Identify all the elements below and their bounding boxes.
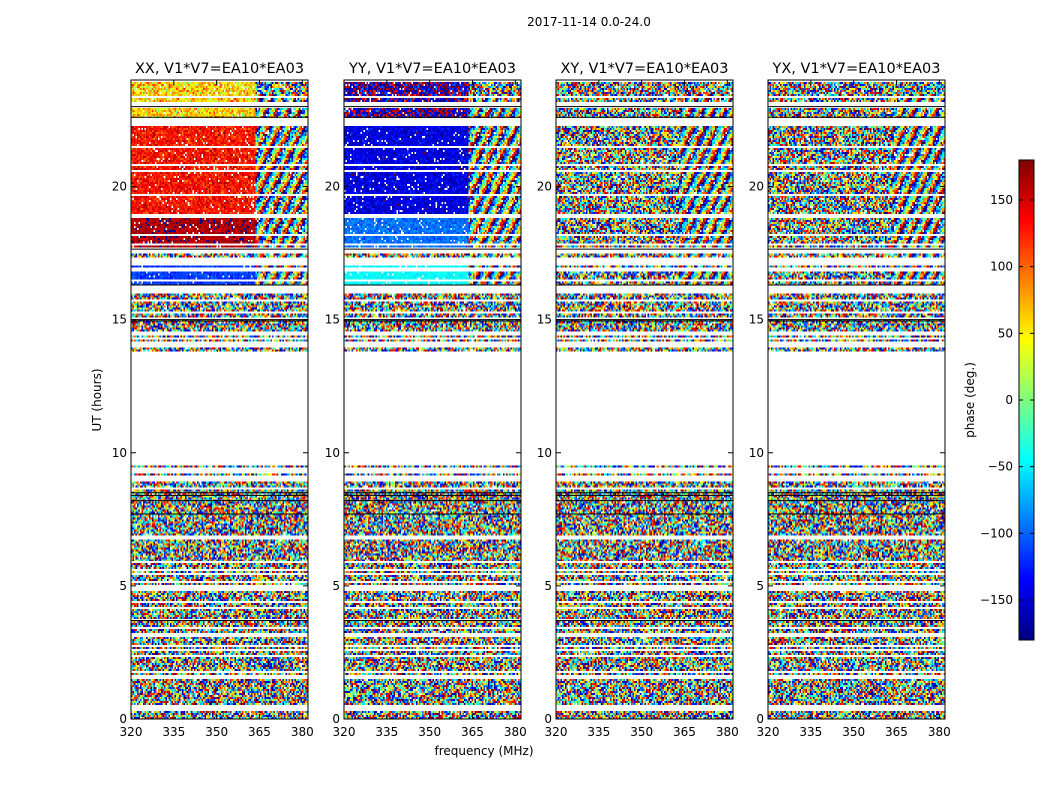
y-tick-label: 20	[537, 180, 552, 194]
y-tick-label: 10	[325, 446, 340, 460]
colorbar-tick-label: 50	[998, 326, 1013, 340]
x-tick-label: 365	[248, 725, 271, 739]
panel-3: XY, V1*V7=EA10*EA03 320 335 350 365 380 0 5 10 15…	[537, 61, 739, 739]
y-tick-label: 0	[544, 712, 552, 726]
panel-title: XY, V1*V7=EA10*EA03	[560, 61, 728, 77]
y-tick-label: 15	[537, 313, 552, 327]
panel-1: XX, V1*V7=EA10*EA03 320 335 350 365 380 0 5 10 15…	[112, 61, 314, 739]
y-tick-label: 15	[112, 313, 127, 327]
x-tick-label: 320	[545, 725, 568, 739]
y-tick-label: 0	[119, 712, 127, 726]
x-tick-label: 365	[885, 725, 908, 739]
x-tick-label: 320	[757, 725, 780, 739]
panel-title: XX, V1*V7=EA10*EA03	[135, 61, 304, 77]
y-tick-label: 20	[749, 180, 764, 194]
heatmap-image	[131, 80, 308, 719]
panel-frame	[343, 79, 522, 720]
y-tick-label: 10	[749, 446, 764, 460]
colorbar-tick-label: 0	[1005, 393, 1013, 407]
heatmap-image	[344, 80, 521, 719]
colorbar-tick-label: 150	[990, 193, 1013, 207]
x-tick-label: 365	[461, 725, 484, 739]
x-tick-label: 365	[673, 725, 696, 739]
y-axis-label: UT (hours)	[90, 368, 104, 431]
x-tick-label: 335	[587, 725, 610, 739]
y-tick-label: 5	[756, 579, 764, 593]
colorbar-tick-label: −50	[988, 460, 1013, 474]
x-tick-label: 380	[716, 725, 739, 739]
y-tick-label: 15	[749, 313, 764, 327]
x-tick-label: 335	[162, 725, 185, 739]
x-axis-label: frequency (MHz)	[434, 744, 533, 758]
x-tick-label: 350	[842, 725, 865, 739]
x-tick-label: 350	[630, 725, 653, 739]
panel-2: YY, V1*V7=EA10*EA03 320 335 350 365 380 0 5 10 15…	[325, 61, 527, 739]
x-tick-label: 380	[928, 725, 951, 739]
panel-title: YX, V1*V7=EA10*EA03	[771, 61, 940, 77]
figure-suptitle: 2017-11-14 0.0-24.0	[527, 15, 651, 29]
colorbar: 150 100 50 0 −50 −100 −150	[980, 159, 1035, 641]
colorbar-tick-label: 100	[990, 260, 1013, 274]
y-tick-label: 5	[544, 579, 552, 593]
x-tick-label: 335	[375, 725, 398, 739]
panel-title: YY, V1*V7=EA10*EA03	[348, 61, 516, 77]
y-tick-label: 0	[332, 712, 340, 726]
colorbar-tick-label: −150	[980, 593, 1013, 607]
colorbar-tick-label: −100	[980, 526, 1013, 540]
y-tick-label: 20	[325, 180, 340, 194]
y-tick-label: 0	[756, 712, 764, 726]
heatmap-image	[556, 80, 733, 719]
y-tick-label: 20	[112, 180, 127, 194]
x-tick-label: 380	[504, 725, 527, 739]
y-tick-label: 5	[332, 579, 340, 593]
panel-4: YX, V1*V7=EA10*EA03 320 335 350 365 380 0 5 10 15…	[749, 61, 951, 739]
x-tick-label: 380	[291, 725, 314, 739]
panel-frame	[130, 79, 309, 720]
x-tick-label: 350	[418, 725, 441, 739]
x-tick-label: 350	[205, 725, 228, 739]
x-tick-label: 335	[799, 725, 822, 739]
heatmap-image	[768, 80, 945, 719]
panels: XX, V1*V7=EA10*EA03 320 335 350 365 380 0 5 10 15…	[112, 61, 951, 739]
x-tick-label: 320	[333, 725, 356, 739]
colorbar-label: phase (deg.)	[963, 362, 977, 438]
x-tick-label: 320	[120, 725, 143, 739]
panel-frame	[767, 79, 946, 720]
panel-frame	[555, 79, 734, 720]
y-tick-label: 15	[325, 313, 340, 327]
y-tick-label: 5	[119, 579, 127, 593]
y-tick-label: 10	[112, 446, 127, 460]
y-tick-label: 10	[537, 446, 552, 460]
